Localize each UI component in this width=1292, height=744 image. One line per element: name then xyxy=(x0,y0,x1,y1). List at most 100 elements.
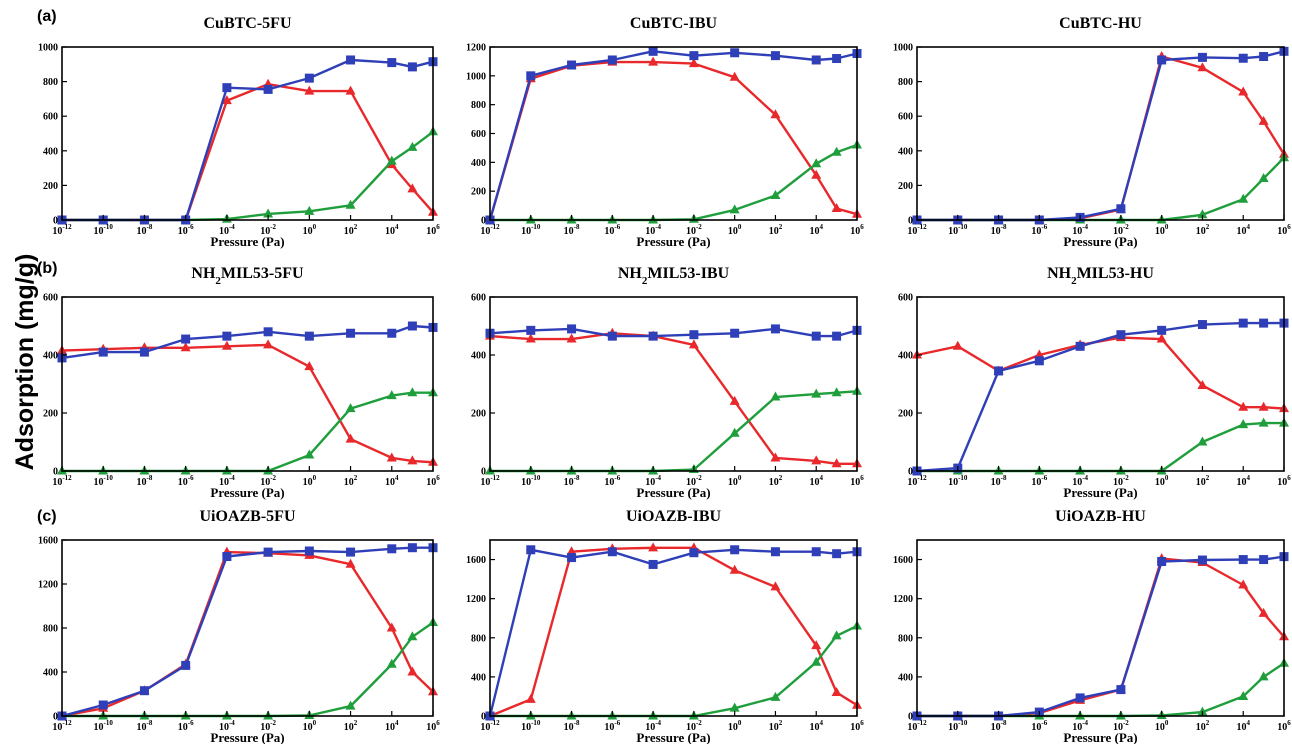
data-point xyxy=(407,455,418,465)
x-axis-label: Pressure (Pa) xyxy=(210,730,284,744)
data-point xyxy=(994,366,1004,376)
x-tick-label: 10-12 xyxy=(480,474,500,488)
x-tick-label: 100 xyxy=(1155,474,1169,488)
data-point xyxy=(567,60,577,70)
x-tick-label: 104 xyxy=(809,719,823,733)
plot-frame xyxy=(916,46,1285,221)
data-point xyxy=(730,48,740,58)
x-tick-label: 104 xyxy=(385,223,399,237)
chart-title: CuBTC-HU xyxy=(1059,15,1142,32)
y-tick-label: 1200 xyxy=(38,580,58,591)
x-tick-label: 10-10 xyxy=(521,474,541,488)
data-point xyxy=(386,390,397,400)
data-point xyxy=(832,54,842,64)
x-axis-label: Pressure (Pa) xyxy=(1063,234,1137,249)
x-tick-label: 10-4 xyxy=(645,223,661,237)
data-point xyxy=(730,545,740,555)
data-point xyxy=(98,347,108,357)
plot-frame xyxy=(916,539,1285,717)
x-tick-label: 10-12 xyxy=(52,474,72,488)
y-tick-label: 0 xyxy=(53,467,58,478)
data-point xyxy=(387,58,397,68)
data-point xyxy=(1238,53,1248,63)
data-point xyxy=(407,321,417,331)
data-point xyxy=(263,208,274,218)
data-point xyxy=(648,542,659,552)
data-point xyxy=(566,546,577,556)
data-point xyxy=(407,62,417,72)
x-tick-label: 106 xyxy=(426,719,440,733)
x-axis-label: Pressure (Pa) xyxy=(210,234,284,249)
data-point xyxy=(386,452,397,462)
data-point xyxy=(346,547,356,557)
global-y-axis-label: Adsorption (mg/g) xyxy=(11,254,39,471)
data-point xyxy=(1238,318,1248,328)
x-tick-label: 106 xyxy=(426,474,440,488)
x-tick-label: 10-6 xyxy=(1031,223,1047,237)
data-point xyxy=(770,391,781,401)
series-line xyxy=(488,548,858,717)
data-point xyxy=(1075,341,1085,351)
series-line xyxy=(917,557,1285,718)
data-point xyxy=(345,433,356,443)
x-tick-label: 104 xyxy=(1236,223,1250,237)
x-tick-label: 106 xyxy=(1277,719,1291,733)
y-tick-label: 600 xyxy=(471,129,486,140)
x-tick-label: 10-8 xyxy=(137,719,153,733)
x-tick-label: 10-4 xyxy=(219,719,235,733)
y-tick-label: 600 xyxy=(898,293,913,304)
y-tick-label: 0 xyxy=(908,467,913,478)
x-tick-label: 10-12 xyxy=(480,719,500,733)
data-point xyxy=(304,73,314,83)
x-tick-label: 104 xyxy=(385,719,399,733)
x-tick-label: 10-6 xyxy=(178,474,194,488)
x-tick-label: 10-6 xyxy=(604,223,620,237)
data-point xyxy=(1238,86,1249,96)
x-tick-label: 102 xyxy=(1196,719,1210,733)
data-point xyxy=(1238,555,1248,565)
x-tick-label: 100 xyxy=(728,474,742,488)
data-point xyxy=(386,155,397,165)
x-tick-label: 106 xyxy=(1277,223,1291,237)
x-tick-label: 100 xyxy=(303,719,317,733)
data-point xyxy=(407,183,418,193)
data-point xyxy=(1197,62,1208,72)
x-tick-label: 10-6 xyxy=(178,223,194,237)
x-tick-label: 102 xyxy=(344,223,358,237)
data-point xyxy=(811,640,822,650)
data-point xyxy=(525,333,536,343)
data-point xyxy=(263,327,273,337)
data-point xyxy=(407,666,418,676)
chart-title: UiOAZB-HU xyxy=(1055,508,1146,525)
y-tick-label: 400 xyxy=(43,668,58,679)
x-tick-label: 10-8 xyxy=(137,474,153,488)
series-line xyxy=(489,546,858,718)
chart-title: UiOAZB-5FU xyxy=(200,508,296,525)
x-tick-label: 100 xyxy=(728,719,742,733)
y-tick-label: 1000 xyxy=(893,43,913,54)
data-point xyxy=(346,55,356,65)
series-line xyxy=(917,156,1285,222)
x-tick-label: 102 xyxy=(1196,474,1210,488)
series-line xyxy=(916,336,1285,410)
x-axis-label: Pressure (Pa) xyxy=(1063,485,1137,500)
x-tick-label: 10-12 xyxy=(907,719,927,733)
data-point xyxy=(221,340,232,350)
data-point xyxy=(770,452,781,462)
series-line xyxy=(61,546,433,718)
data-point xyxy=(567,324,577,334)
y-tick-label: 800 xyxy=(898,77,913,88)
data-point xyxy=(831,630,842,640)
x-tick-label: 10-6 xyxy=(1031,474,1047,488)
data-point xyxy=(811,388,822,398)
data-point xyxy=(139,347,149,357)
data-point xyxy=(831,687,842,697)
series-line xyxy=(61,343,434,464)
data-point xyxy=(831,146,842,156)
y-tick-label: 0 xyxy=(53,712,58,723)
x-tick-label: 102 xyxy=(769,223,783,237)
series-line xyxy=(488,50,858,221)
series-1 xyxy=(485,327,862,468)
x-tick-label: 10-10 xyxy=(94,719,114,733)
series-line xyxy=(61,324,434,360)
